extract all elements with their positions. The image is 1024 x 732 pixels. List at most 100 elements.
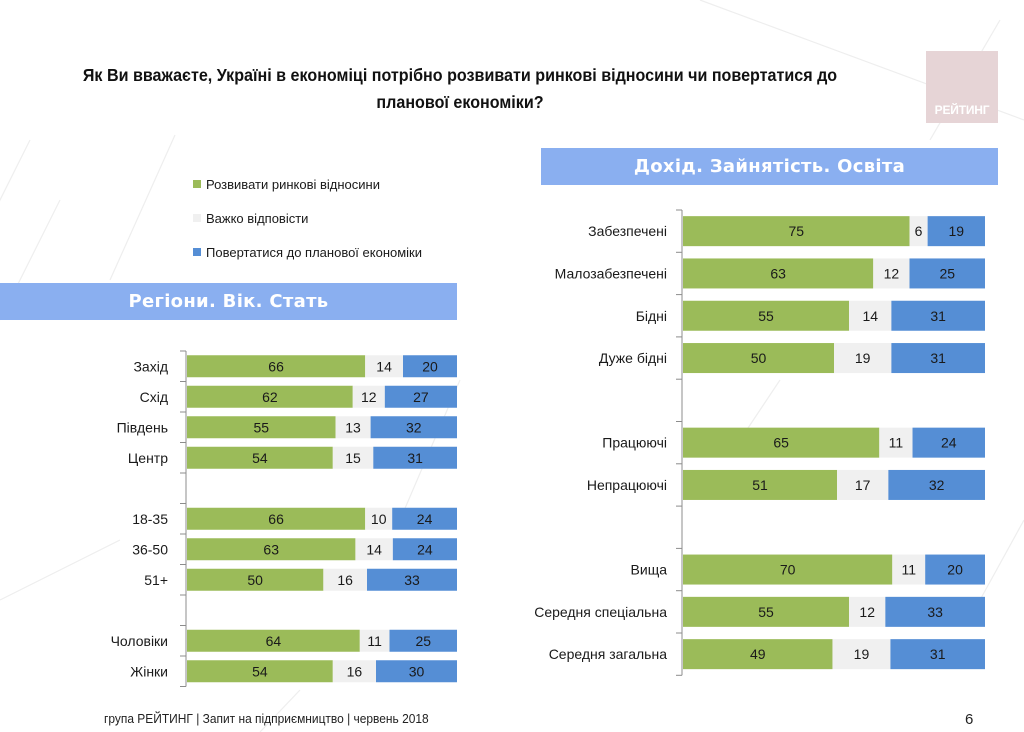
data-label-market: 49 (750, 646, 766, 662)
bar-segment-hard-to-say (909, 216, 928, 247)
bar-segment-hard-to-say (879, 427, 913, 458)
data-label-market: 75 (788, 223, 804, 239)
category-label: Середня спеціальна (534, 604, 667, 620)
bar-segment-hard-to-say (359, 629, 390, 652)
data-label-planned: 25 (415, 633, 431, 649)
data-label-planned: 31 (930, 646, 946, 662)
data-label-hard-to-say: 11 (901, 562, 916, 578)
bar-segment-planned (888, 469, 985, 500)
legend-label: Розвивати ринкові відносини (206, 177, 380, 192)
data-label-market: 62 (262, 389, 278, 405)
bar-segment-hard-to-say (832, 639, 891, 670)
data-label-market: 63 (770, 265, 786, 281)
bar-segment-market (683, 300, 850, 331)
data-label-market: 65 (773, 435, 789, 451)
data-label-hard-to-say: 10 (371, 511, 387, 527)
data-label-hard-to-say: 14 (366, 541, 382, 557)
bar-segment-market (683, 596, 850, 627)
data-label-hard-to-say: 11 (367, 633, 382, 649)
bar-segment-hard-to-say (365, 507, 393, 530)
bar-segment-market (187, 355, 366, 378)
bar-segment-market (683, 258, 874, 289)
legend-item-market: Розвивати ринкові відносини (193, 177, 380, 193)
data-label-hard-to-say: 6 (915, 223, 923, 239)
bar-segment-planned (891, 343, 985, 374)
bar-segment-hard-to-say (849, 596, 886, 627)
bar-segment-planned (891, 300, 985, 331)
category-label: 36-50 (132, 541, 168, 557)
bar-segment-hard-to-say (323, 568, 367, 591)
category-label: Працюючі (602, 435, 667, 451)
category-label: Середня загальна (549, 646, 668, 662)
page-number: 6 (965, 711, 974, 728)
bar-segment-market (187, 385, 353, 408)
category-label: Південь (117, 419, 168, 435)
data-label-planned: 31 (407, 450, 423, 466)
data-label-planned: 20 (422, 358, 438, 374)
data-label-planned: 33 (404, 572, 420, 588)
category-label: Бідні (636, 308, 667, 324)
data-label-market: 55 (253, 419, 269, 435)
data-label-market: 51 (752, 477, 768, 493)
data-label-hard-to-say: 12 (361, 389, 377, 405)
bar-segment-planned (403, 355, 457, 378)
data-label-planned: 30 (409, 663, 425, 679)
data-label-hard-to-say: 14 (376, 358, 392, 374)
category-label: 51+ (144, 572, 168, 588)
bar-segment-market (683, 554, 893, 585)
data-label-planned: 31 (930, 350, 946, 366)
category-label: Схід (140, 389, 168, 405)
data-label-planned: 32 (929, 477, 945, 493)
bar-segment-planned (370, 416, 457, 439)
data-label-hard-to-say: 13 (345, 419, 361, 435)
bar-segment-planned (912, 427, 985, 458)
data-label-market: 66 (268, 358, 284, 374)
legend-swatch-blue (193, 248, 201, 256)
data-label-hard-to-say: 19 (855, 350, 871, 366)
legend-item-hard-to-say: Важко відповісти (193, 211, 308, 227)
data-label-planned: 24 (941, 435, 957, 451)
data-label-market: 70 (780, 562, 796, 578)
bar-segment-planned (376, 660, 457, 683)
page-title: Як Ви вважаєте, Україні в економіці потр… (37, 62, 883, 116)
bar-segment-market (683, 427, 880, 458)
bar-segment-hard-to-say (837, 469, 889, 500)
section-header-regions: Регіони. Вік. Стать (0, 283, 457, 320)
bar-segment-planned (392, 507, 457, 530)
legend-label: Важко відповісти (206, 211, 309, 226)
data-label-planned: 25 (939, 265, 955, 281)
footer-source: група РЕЙТИНГ | Запит на підприємництво … (104, 711, 429, 726)
bar-segment-market (683, 469, 838, 500)
data-label-market: 54 (252, 450, 268, 466)
category-label: Вища (631, 562, 668, 578)
bar-segment-hard-to-say (892, 554, 926, 585)
data-label-market: 66 (268, 511, 284, 527)
bar-segment-market (187, 660, 333, 683)
bar-segment-market (187, 446, 333, 469)
bar-segment-market (683, 216, 910, 247)
bar-segment-planned (367, 568, 457, 591)
page-title-line-1: Як Ви вважаєте, Україні в економіці потр… (82, 65, 838, 85)
category-label: Чоловіки (111, 633, 168, 649)
category-label: 18-35 (132, 511, 168, 527)
bar-segment-market (187, 538, 356, 561)
data-label-hard-to-say: 19 (854, 646, 870, 662)
section-header-income: Дохід. Зайнятість. Освіта (541, 148, 998, 185)
category-label: Непрацюючі (587, 477, 667, 493)
bar-segment-planned (925, 554, 985, 585)
data-label-planned: 27 (413, 389, 429, 405)
data-label-hard-to-say: 15 (345, 450, 361, 466)
category-label: Дуже бідні (599, 350, 667, 366)
bar-segment-hard-to-say (332, 446, 374, 469)
data-label-hard-to-say: 17 (855, 477, 871, 493)
category-label: Захід (133, 358, 168, 374)
bar-segment-hard-to-say (332, 660, 376, 683)
bar-segment-market (683, 639, 833, 670)
bar-segment-market (683, 343, 834, 374)
bar-segment-market (187, 507, 366, 530)
category-label: Малозабезпечені (555, 265, 667, 281)
bar-segment-planned (392, 538, 457, 561)
bar-segment-market (187, 416, 336, 439)
rating-logo: РЕЙТИНГ (926, 51, 998, 123)
